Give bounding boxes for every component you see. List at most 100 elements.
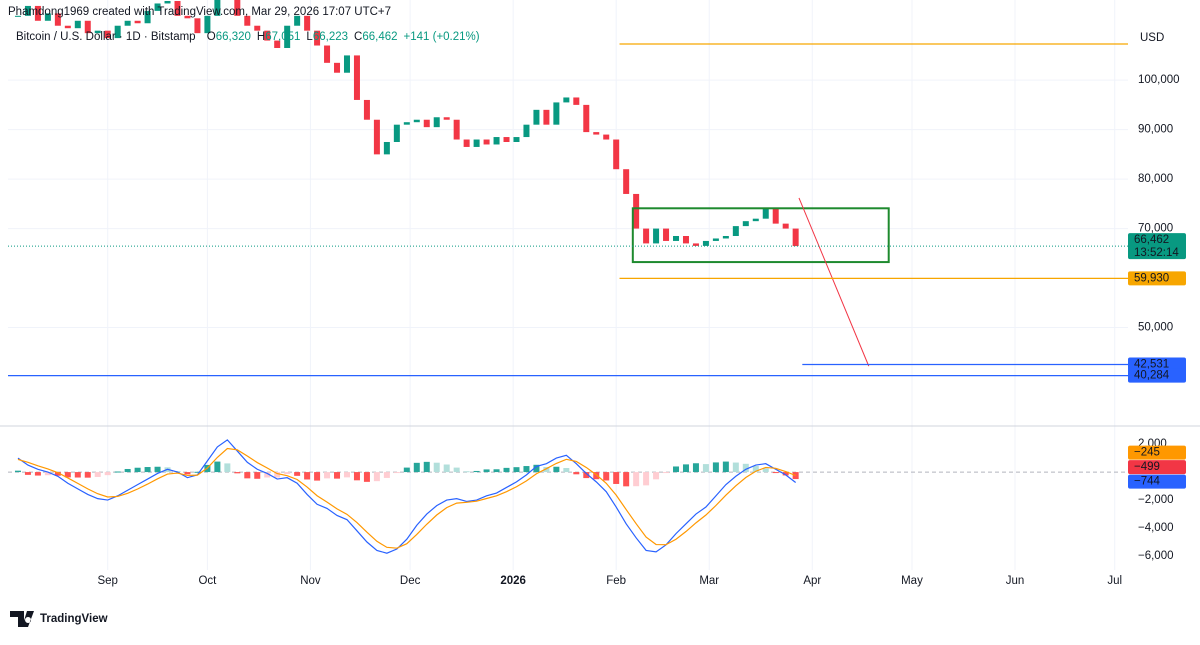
candle	[772, 208, 779, 224]
histogram-bar	[653, 472, 660, 480]
histogram-bar	[234, 472, 241, 474]
candle	[443, 117, 450, 120]
histogram-bar	[483, 469, 490, 473]
histogram-bar	[613, 472, 620, 484]
candle	[513, 137, 520, 142]
histogram-bar	[373, 472, 380, 482]
candle	[383, 141, 390, 155]
histogram-bar	[712, 462, 719, 473]
histogram-bar	[563, 468, 570, 473]
candle	[114, 25, 121, 39]
histogram-bar	[44, 472, 51, 476]
macd-last-label: −744	[1134, 476, 1161, 488]
histogram-bar	[54, 472, 61, 476]
histogram-bar	[533, 464, 540, 473]
candle	[14, 15, 21, 17]
histogram-bar	[324, 472, 331, 479]
histogram-bar	[254, 472, 261, 479]
histogram-bar	[543, 467, 550, 473]
macd-tick-label: −6,000	[1138, 550, 1174, 562]
histogram-bar	[663, 472, 670, 474]
candle	[134, 20, 141, 24]
symbol-title: Bitcoin / U.S. Dollar · 1D · Bitstamp	[16, 31, 196, 43]
histogram-bar	[493, 469, 500, 473]
x-tick-label: Mar	[699, 575, 719, 587]
candle	[254, 25, 261, 31]
macd-last-label-bg	[1128, 445, 1186, 460]
candle	[792, 228, 799, 247]
histogram-bar	[643, 472, 650, 486]
candle	[24, 5, 31, 16]
level-label-bg	[1128, 357, 1186, 372]
histogram-bar	[593, 472, 600, 480]
candle	[334, 62, 341, 73]
histogram-bar	[114, 471, 121, 473]
histogram-bar	[214, 461, 221, 473]
trend-line	[798, 197, 870, 367]
histogram-bar	[673, 466, 680, 473]
histogram-bar	[633, 472, 640, 487]
histogram-bar	[314, 472, 321, 481]
histogram-bar	[224, 463, 231, 473]
x-tick-label: Feb	[606, 575, 626, 587]
candle	[274, 40, 281, 48]
candle	[533, 109, 540, 125]
candle	[712, 238, 719, 241]
histogram-bar	[294, 472, 301, 476]
candle	[583, 104, 590, 133]
histogram-bar	[682, 464, 689, 473]
histogram-bar	[463, 471, 470, 473]
change: +141 (+0.21%)	[404, 31, 480, 43]
logo: TradingView	[10, 611, 108, 627]
histogram-bar	[403, 467, 410, 473]
histogram-bar	[603, 472, 610, 481]
macd-line	[17, 447, 796, 549]
macd-last-label-bg	[1128, 460, 1186, 475]
candle	[104, 30, 111, 39]
candle	[214, 0, 221, 16]
level-label: 59,930	[1134, 272, 1169, 284]
candle	[702, 240, 709, 246]
candle	[403, 122, 410, 125]
candle	[343, 55, 350, 73]
candle	[573, 97, 580, 105]
candle	[423, 119, 430, 128]
candle	[64, 25, 71, 29]
histogram-bar	[423, 461, 430, 473]
candle	[353, 55, 360, 100]
histogram-bar	[194, 471, 201, 473]
candle	[752, 218, 759, 222]
y-tick-label: 100,000	[1138, 74, 1180, 86]
x-tick-label: Jun	[1006, 575, 1025, 587]
x-tick-label: Apr	[803, 575, 821, 587]
candle	[643, 228, 650, 244]
histogram-bar	[124, 468, 131, 473]
candle	[742, 221, 749, 227]
ohlc-value: 67,051	[265, 31, 300, 43]
histogram-bar	[453, 467, 460, 473]
macd-pane	[8, 439, 1128, 554]
candle	[234, 0, 241, 16]
histogram-bar	[393, 472, 400, 474]
candle	[673, 236, 680, 241]
histogram-bar	[503, 467, 510, 473]
candle	[184, 15, 191, 19]
macd-tick-label: −4,000	[1138, 522, 1174, 534]
candle	[493, 137, 500, 145]
candle	[44, 13, 51, 21]
candle	[393, 124, 400, 142]
macd-tick-label: −2,000	[1138, 494, 1174, 506]
candle	[324, 45, 331, 63]
histogram-bar	[553, 466, 560, 473]
y-tick-label: 50,000	[1138, 322, 1173, 334]
countdown: 13:52:14	[1134, 247, 1179, 259]
candle	[124, 20, 131, 26]
candle	[623, 169, 630, 194]
ohlc-value: 66,462	[362, 31, 397, 43]
histogram-bar	[583, 472, 590, 479]
ohlc-value: 66,223	[313, 31, 348, 43]
histogram-bar	[623, 472, 630, 487]
x-tick-label: Jul	[1107, 575, 1122, 587]
